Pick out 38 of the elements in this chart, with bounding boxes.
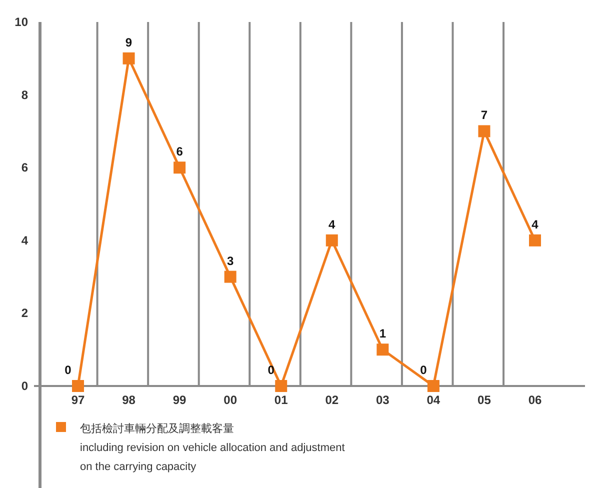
x-tick-label: 05	[478, 393, 492, 407]
point	[529, 234, 541, 246]
y-tick-label: 10	[14, 15, 28, 29]
data-label: 0	[64, 363, 72, 377]
x-tick-label: 97	[71, 393, 85, 407]
data-label: 1	[379, 326, 386, 341]
y-tick-label: 6	[21, 160, 28, 175]
y-tick-label: 4	[21, 233, 28, 248]
data-label: 6	[176, 144, 184, 159]
data-label: 7	[480, 108, 488, 122]
point	[275, 380, 288, 392]
point	[174, 162, 186, 174]
point	[478, 125, 490, 138]
x-tick-label: 06	[528, 393, 542, 407]
legend-label: 包括檢討車輛分配及調整載客量	[80, 422, 234, 435]
y-tick-label: 8	[21, 88, 28, 102]
x-tick-label: 02	[325, 393, 339, 407]
point	[122, 52, 135, 64]
text: including revision on vehicle allocation and adjustment	[80, 442, 345, 454]
x-tick-label: 03	[376, 393, 390, 407]
point	[326, 234, 338, 246]
text: on the carrying capacity	[80, 461, 197, 473]
x-tick-label: 01	[274, 393, 288, 407]
data-label: 9	[125, 35, 132, 50]
data-label: 0	[420, 363, 428, 377]
point	[427, 380, 440, 392]
data-label: 3	[226, 254, 234, 268]
point	[376, 344, 389, 356]
x-tick-label: 04	[426, 393, 440, 407]
x-tick-label: 99	[172, 393, 187, 407]
y-tick-label: 2	[21, 306, 28, 320]
x-tick-label: 00	[224, 393, 238, 407]
data-label: 4	[328, 217, 336, 232]
x-tick-label: 98	[122, 393, 136, 407]
point	[224, 270, 236, 283]
data-label: 4	[532, 217, 539, 232]
y-tick-label: 0	[21, 379, 28, 393]
point	[72, 380, 84, 392]
